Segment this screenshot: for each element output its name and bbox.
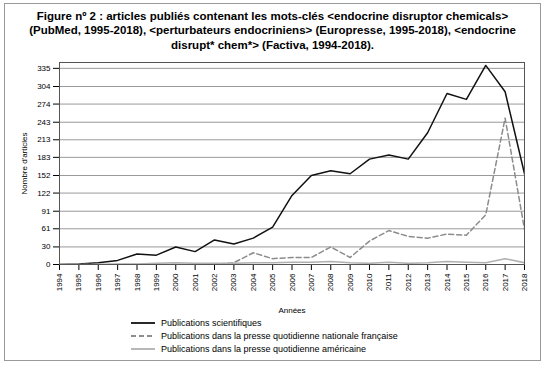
svg-text:2004: 2004 — [249, 273, 258, 291]
svg-text:2014: 2014 — [443, 273, 452, 291]
svg-text:183: 183 — [37, 153, 51, 162]
svg-text:61: 61 — [42, 224, 51, 233]
svg-text:1996: 1996 — [94, 273, 103, 291]
html-text:Publications dans la presse qu: Publications dans la presse quotidienne … — [161, 343, 367, 354]
svg-text:1999: 1999 — [152, 273, 161, 291]
svg-text:213: 213 — [37, 135, 51, 144]
svg-text:30: 30 — [42, 243, 51, 252]
svg-text:2011: 2011 — [384, 273, 393, 291]
svg-text:2002: 2002 — [210, 273, 219, 291]
svg-text:1997: 1997 — [113, 273, 122, 291]
svg-text:2008: 2008 — [326, 273, 335, 291]
svg-text:335: 335 — [37, 64, 51, 73]
svg-text:2010: 2010 — [365, 273, 374, 291]
svg-text:Nombre d'articles: Nombre d'articles — [20, 133, 29, 195]
svg-text:2018: 2018 — [520, 273, 529, 291]
html-text:Publications dans la presse qu: Publications dans la presse quotidienne … — [161, 330, 398, 341]
svg-text:152: 152 — [37, 171, 51, 180]
svg-text:304: 304 — [37, 82, 51, 91]
svg-text:2009: 2009 — [346, 273, 355, 291]
svg-text:2013: 2013 — [423, 273, 432, 291]
svg-text:2017: 2017 — [501, 273, 510, 291]
svg-text:1998: 1998 — [133, 273, 142, 291]
html-text:Publications scientifiques: Publications scientifiques — [161, 317, 262, 328]
svg-text:243: 243 — [37, 118, 51, 127]
svg-text:2016: 2016 — [481, 273, 490, 291]
html-text:Figure nº 2 : articles publiés: Figure nº 2 : articles publiés contenant… — [29, 10, 516, 51]
svg-text:0: 0 — [46, 260, 51, 269]
svg-text:Années: Années — [278, 306, 305, 315]
svg-text:2003: 2003 — [229, 273, 238, 291]
svg-text:91: 91 — [42, 207, 51, 216]
svg-text:2000: 2000 — [171, 273, 180, 291]
svg-text:2005: 2005 — [268, 273, 277, 291]
svg-text:2012: 2012 — [404, 273, 413, 291]
svg-text:2001: 2001 — [191, 273, 200, 291]
svg-text:122: 122 — [37, 189, 51, 198]
svg-text:1994: 1994 — [55, 273, 64, 291]
svg-text:2015: 2015 — [462, 273, 471, 291]
svg-text:2006: 2006 — [288, 273, 297, 291]
svg-text:274: 274 — [37, 100, 51, 109]
svg-text:2007: 2007 — [307, 273, 316, 291]
svg-text:1995: 1995 — [74, 273, 83, 291]
